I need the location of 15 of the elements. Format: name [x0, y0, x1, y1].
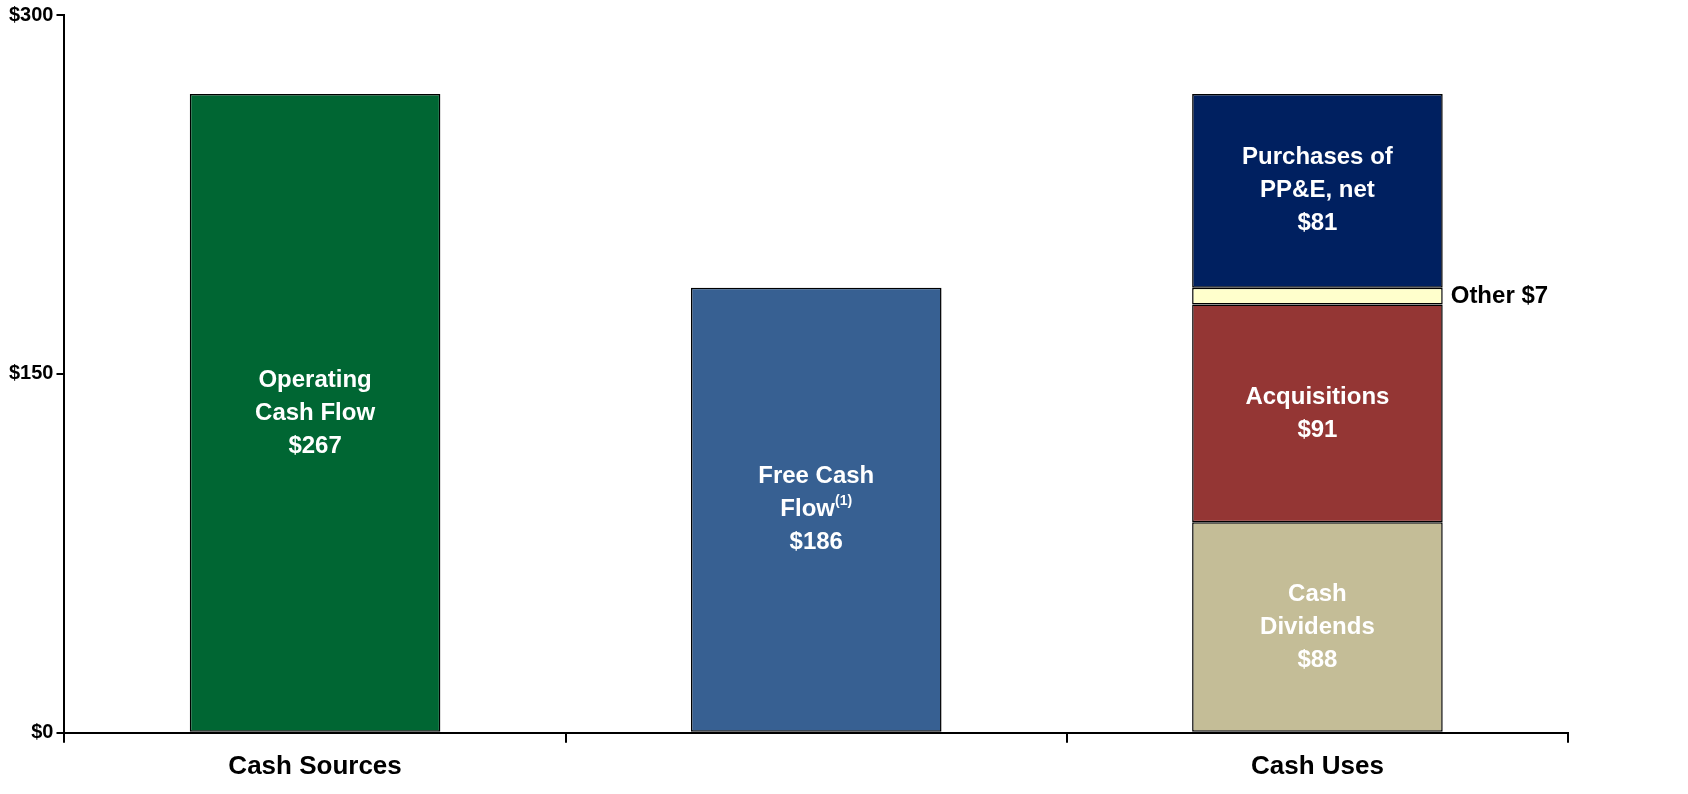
text: Other $7	[1450, 280, 1549, 308]
series-label: Cash Dividends	[1260, 578, 1375, 639]
y-tick-label: $0	[31, 720, 54, 743]
data-label: $267	[288, 430, 342, 458]
x-tick-label: Cash Uses	[1250, 749, 1384, 780]
series-label: Operating Cash Flow	[255, 364, 376, 425]
y-tick-label: $300	[8, 2, 54, 25]
data-label: $91	[1297, 414, 1338, 442]
series-label: Acquisitions	[1245, 381, 1390, 409]
series-label: Purchases of PP&E, net	[1242, 142, 1394, 203]
x-tick-label: Cash Sources	[228, 749, 402, 780]
data-label: $88	[1297, 644, 1338, 672]
data-label: $81	[1297, 208, 1338, 236]
data-label: $186	[789, 527, 843, 555]
y-tick-label: $150	[8, 361, 54, 384]
